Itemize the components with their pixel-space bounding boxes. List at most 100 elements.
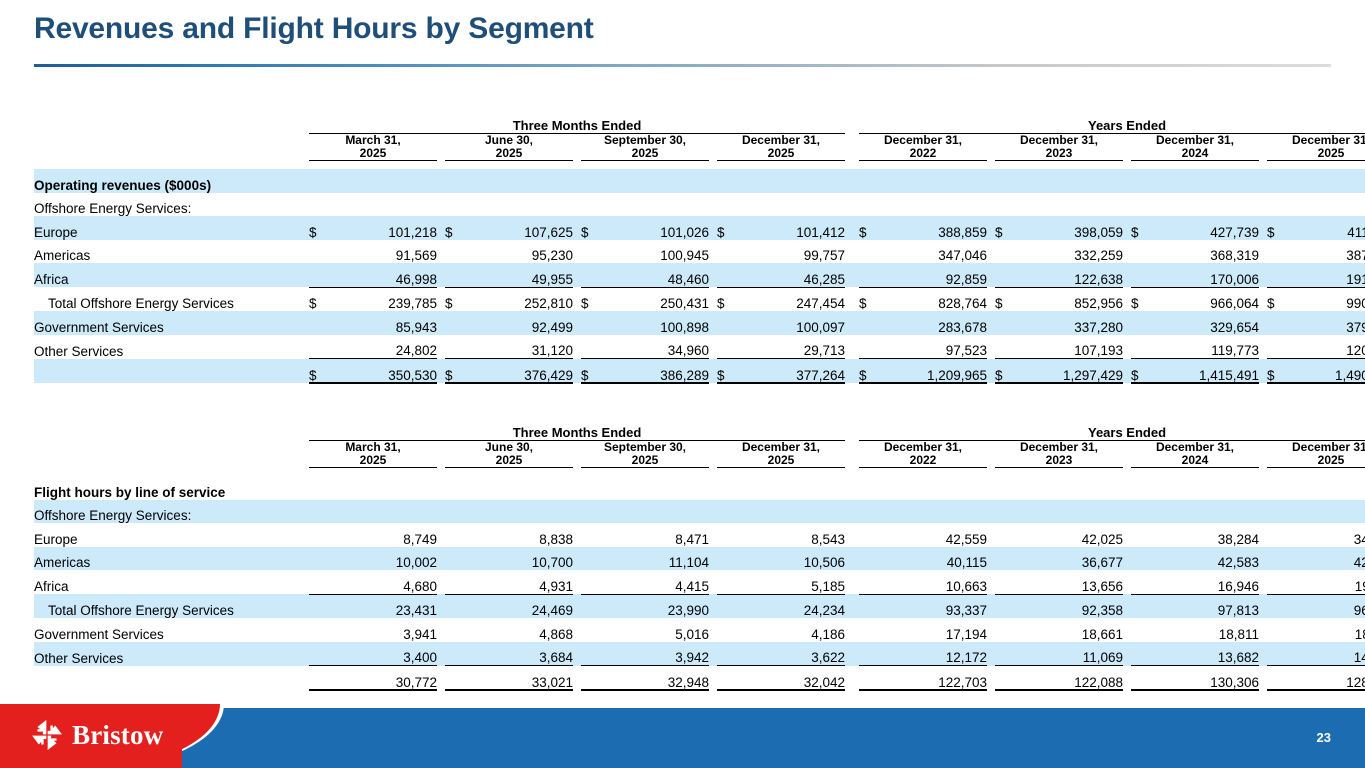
currency-symbol-cell	[309, 334, 329, 359]
table-cell-value	[1151, 476, 1259, 500]
cell-gap	[709, 641, 717, 666]
table-cell-value: 8,749	[403, 531, 437, 547]
currency-symbol-cell	[309, 169, 329, 193]
column-header-year: 2025	[1317, 146, 1345, 160]
currency-symbol-cell	[1131, 193, 1151, 217]
currency-symbol-cell	[995, 240, 1015, 264]
table-row: Europe $101,218 $107,625 $101,026 $101,412 $3…	[34, 216, 1365, 240]
column-header-row: March 31, 2025 June 30, 2025 September 30, 20…	[34, 440, 1365, 468]
currency-symbol-cell	[581, 523, 601, 547]
currency-symbol-cell	[581, 546, 601, 570]
currency-symbol-cell	[859, 618, 879, 642]
currency-symbol-cell	[309, 570, 329, 595]
cell-gap	[987, 476, 995, 500]
group-header-spacer	[34, 118, 309, 134]
brand-logo: Bristow	[30, 718, 163, 752]
cell-gap	[437, 263, 445, 287]
column-header-5: December 31, 2023	[995, 440, 1123, 468]
cell-gap	[437, 546, 445, 570]
column-header-gap	[845, 441, 859, 468]
currency-symbol-cell	[717, 240, 737, 264]
cell-gap	[1259, 594, 1267, 618]
footer-red-block	[0, 704, 182, 768]
currency-symbol-cell	[445, 240, 465, 264]
currency-symbol-cell	[717, 476, 737, 500]
table-cell-value	[737, 499, 845, 523]
table-cell-value: 332,259	[1074, 248, 1123, 263]
column-header-year: 2025	[359, 453, 387, 467]
column-header-2: September 30, 2025	[581, 133, 709, 161]
flight-hours-table-body: Flight hours by line of service Offshore …	[34, 476, 1365, 691]
currency-symbol-cell	[859, 546, 879, 570]
table-cell-value: 100,898	[601, 311, 709, 335]
currency-symbol-cell: $	[717, 358, 737, 384]
currency-symbol-cell	[717, 546, 737, 570]
column-header-month: December 31,	[1019, 133, 1099, 147]
cell-gap	[1123, 594, 1131, 618]
column-header-6: December 31, 2024	[1131, 440, 1259, 468]
footer-bar	[0, 708, 1365, 768]
table-cell-value: 107,625	[465, 216, 573, 240]
currency-symbol-cell	[581, 193, 601, 217]
table-row: Other Services 3,400 3,684 3,942 3,622 12,172…	[34, 641, 1365, 666]
table-cell-value: 24,234	[737, 594, 845, 618]
cell-gap	[573, 287, 581, 311]
cell-gap	[1123, 570, 1131, 594]
column-header-month: December 31,	[883, 133, 963, 147]
revenues-table: Three Months Ended Years Ended March 31, 20…	[34, 118, 1365, 384]
cell-gap	[709, 358, 717, 383]
currency-symbol-cell	[717, 193, 737, 217]
cell-gap	[1259, 287, 1267, 311]
column-header-1: June 30, 2025	[445, 440, 573, 468]
table-cell-value	[601, 193, 709, 217]
cell-gap	[709, 287, 717, 311]
currency-symbol-cell: $	[995, 296, 1003, 311]
table-cell-value: 122,638	[1015, 263, 1123, 288]
table-cell-value	[465, 193, 573, 217]
currency-symbol-cell	[309, 311, 329, 335]
table-cell-value: 1,415,491	[1151, 358, 1259, 384]
table-cell-value	[737, 169, 845, 193]
table-cell-value: 250,431	[660, 296, 709, 311]
table-row: Operating revenues ($000s)	[34, 169, 1365, 193]
currency-symbol-cell	[995, 499, 1015, 523]
table-cell-value: 16,946	[1151, 570, 1259, 595]
cell-gap	[845, 193, 859, 217]
currency-symbol-cell	[309, 263, 329, 288]
table-cell-value: 3,941	[403, 626, 437, 642]
currency-symbol-cell: $	[309, 216, 329, 240]
table-cell-value	[1015, 499, 1123, 523]
currency-symbol-cell: $	[1131, 216, 1151, 240]
table-cell-value: 1,209,965	[879, 358, 987, 384]
currency-symbol-cell	[1131, 594, 1151, 618]
cell-gap	[845, 641, 859, 666]
currency-symbol-cell	[859, 641, 879, 666]
currency-symbol-cell	[445, 169, 465, 193]
column-header-month: June 30,	[484, 133, 534, 147]
column-header-month: December 31,	[1155, 133, 1235, 147]
column-header-gap	[1259, 441, 1267, 468]
currency-symbol-cell	[581, 594, 601, 618]
table-cell-value	[879, 476, 987, 500]
currency-symbol-cell	[995, 169, 1015, 193]
column-header-gap	[1123, 134, 1131, 161]
table-cell-value: 8,543	[811, 531, 845, 547]
currency-symbol-cell: $	[1267, 296, 1275, 311]
column-header-7: December 31, 2025	[1267, 133, 1365, 161]
table-cell-value: 19,211	[1287, 570, 1365, 595]
table-cell-value: 247,454	[796, 296, 845, 311]
currency-symbol-cell	[1267, 570, 1287, 595]
currency-symbol-cell	[1267, 665, 1287, 691]
table-cell-value: 4,931	[465, 570, 573, 595]
cell-gap	[1123, 335, 1131, 359]
table-cell-value: 398,059	[1015, 216, 1123, 240]
cell-gap	[437, 641, 445, 666]
table-cell-value: 128,783	[1287, 665, 1365, 691]
group-header-three-months: Three Months Ended	[309, 425, 845, 441]
currency-symbol-cell: $	[581, 216, 601, 240]
currency-symbol-cell	[859, 193, 879, 217]
table-cell-value: 49,955	[465, 263, 573, 288]
cell-gap	[987, 546, 995, 570]
group-header-row: Three Months Ended Years Ended	[34, 118, 1365, 134]
brand-wordmark: Bristow	[72, 719, 164, 750]
